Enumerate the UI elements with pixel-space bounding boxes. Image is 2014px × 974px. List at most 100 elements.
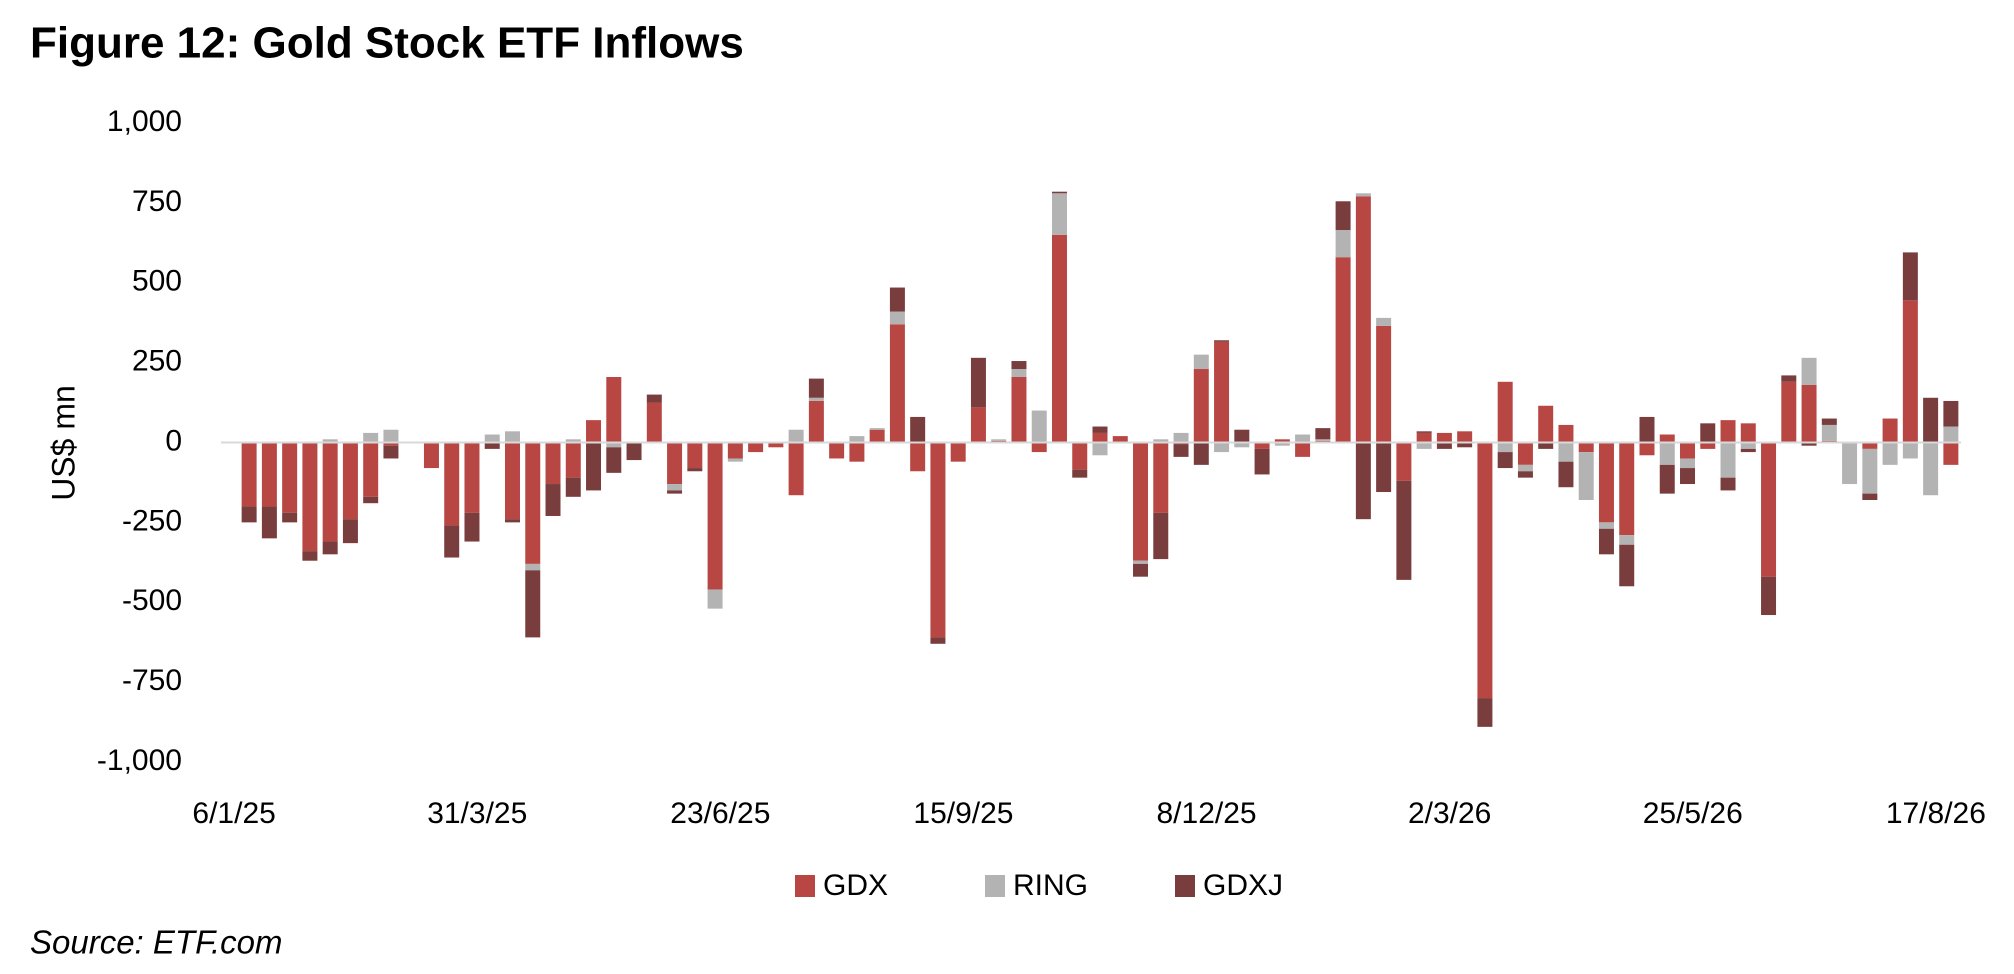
bar-segment: [768, 442, 784, 448]
bar-segment: [261, 506, 277, 539]
bar-segment: [748, 442, 764, 453]
x-tick-label: 15/9/25: [913, 797, 1013, 830]
bar-segment: [1051, 193, 1067, 235]
bar-segment: [322, 439, 338, 443]
bar-segment: [1801, 357, 1817, 385]
bar-segment: [1153, 512, 1169, 560]
bar-segment: [363, 496, 379, 504]
bar-segment: [1234, 429, 1250, 443]
bar-segment: [1882, 418, 1898, 443]
bar-segment: [1720, 477, 1736, 491]
bar-segment: [727, 458, 743, 462]
x-tick-label: 25/5/26: [1643, 797, 1743, 830]
bar-segment: [1355, 196, 1371, 443]
bar-segment: [687, 442, 703, 469]
bar-segment: [1173, 444, 1189, 457]
bar-segment: [586, 442, 602, 491]
bar-segment: [889, 311, 905, 325]
bar-segment: [626, 442, 642, 461]
bar-segment: [727, 442, 743, 459]
bar-segment: [1193, 354, 1209, 370]
bar-segment: [1153, 442, 1169, 513]
bar-segment: [1943, 400, 1959, 427]
bar-segment: [808, 378, 824, 398]
bar-segment: [646, 394, 662, 403]
bar-segment: [1598, 442, 1614, 523]
bar-segment: [1902, 300, 1918, 443]
bar-segment: [545, 442, 561, 485]
y-tick-label: 1,000: [107, 105, 182, 138]
bar-segment: [261, 442, 277, 507]
bar-segment: [1598, 528, 1614, 555]
bar-segment: [1538, 442, 1554, 449]
bar-segment: [444, 442, 460, 526]
bar-segment: [1680, 458, 1696, 469]
bar-segment: [1335, 230, 1351, 258]
bar-segment: [525, 570, 541, 638]
bar-segment: [1011, 377, 1027, 443]
x-tick-label: 6/1/25: [192, 797, 275, 830]
bar-segment: [1295, 442, 1311, 457]
bar-segment: [1821, 424, 1837, 441]
bar-segment: [1761, 576, 1777, 616]
bar-segment: [1396, 442, 1412, 481]
chart-title: Figure 12: Gold Stock ETF Inflows: [30, 19, 744, 68]
bar-segment: [1659, 442, 1675, 465]
y-tick-label: 500: [132, 265, 182, 298]
bar-segment: [687, 468, 703, 472]
bar-segment: [707, 442, 723, 590]
bar-segment: [1862, 493, 1878, 501]
bar-segment: [1517, 464, 1533, 472]
bar-segment: [302, 551, 318, 561]
bar-segment: [606, 447, 622, 473]
legend-swatch: [795, 875, 815, 897]
bar-segment: [1193, 369, 1209, 443]
x-tick-label: 17/8/26: [1886, 797, 1986, 830]
bar-segment: [1720, 442, 1736, 478]
bar-segment: [1315, 439, 1331, 441]
bar-segment: [525, 442, 541, 564]
bar-segment: [1680, 442, 1696, 459]
bar-segment: [1092, 432, 1108, 443]
bar-segment: [1133, 560, 1149, 564]
bar-segment: [1619, 544, 1635, 587]
bar-segment: [1497, 442, 1513, 453]
bar-segment: [1821, 418, 1837, 425]
bar-segment: [1416, 432, 1432, 443]
bar-segment: [1051, 234, 1067, 443]
y-tick-label: -500: [122, 584, 182, 617]
bar-segment: [1396, 480, 1412, 580]
bar-segment: [1416, 431, 1432, 433]
bar-segment: [1882, 442, 1898, 465]
bar-segment: [889, 287, 905, 312]
bar-segment: [1538, 405, 1554, 443]
bar-segment: [1801, 384, 1817, 443]
bar-segment: [1923, 397, 1939, 443]
bar-segment: [1457, 442, 1473, 448]
bar-segment: [1416, 442, 1432, 449]
bar-segment: [1092, 442, 1108, 456]
bar-segment: [930, 442, 946, 638]
bar-segment: [1193, 442, 1209, 465]
bar-segment: [1234, 442, 1250, 448]
bar-segment: [707, 589, 723, 609]
bar-segment: [1781, 375, 1797, 382]
bar-segment: [525, 563, 541, 571]
bar-segment: [1376, 442, 1392, 493]
bar-segment: [464, 442, 480, 513]
bar-segment: [1902, 252, 1918, 301]
bar-segment: [1740, 442, 1756, 449]
bar-segment: [363, 442, 379, 497]
bar-segment: [1133, 442, 1149, 561]
bar-segment: [464, 512, 480, 542]
bar-segment: [1639, 442, 1655, 456]
bar-segment: [1740, 448, 1756, 453]
bar-segment: [849, 442, 865, 462]
bar-segment: [667, 484, 683, 491]
bar-segment: [1072, 469, 1088, 478]
bar-segment: [1436, 432, 1452, 443]
bar-segment: [1274, 442, 1290, 446]
x-tick-label: 8/12/25: [1157, 797, 1257, 830]
bar-segment: [970, 357, 986, 408]
